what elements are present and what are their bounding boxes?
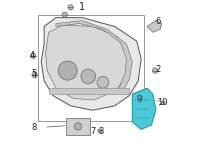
Polygon shape (46, 25, 129, 100)
Text: 7: 7 (91, 127, 96, 136)
Circle shape (30, 53, 36, 59)
Circle shape (161, 101, 165, 105)
Text: 9: 9 (136, 95, 142, 105)
Circle shape (74, 123, 82, 130)
Polygon shape (56, 21, 132, 93)
Text: 6: 6 (155, 17, 161, 26)
Text: 1: 1 (79, 2, 85, 12)
Polygon shape (41, 18, 141, 110)
FancyBboxPatch shape (66, 118, 90, 135)
Circle shape (68, 5, 73, 10)
Circle shape (98, 129, 102, 133)
Circle shape (97, 76, 109, 88)
Text: 4: 4 (29, 51, 35, 60)
Polygon shape (147, 21, 162, 32)
Text: 3: 3 (99, 127, 104, 136)
Circle shape (32, 72, 37, 78)
Bar (38, 15, 144, 121)
Circle shape (152, 68, 158, 73)
Text: 10: 10 (157, 98, 168, 107)
Polygon shape (49, 88, 129, 94)
Circle shape (62, 12, 67, 17)
Text: 8: 8 (32, 123, 37, 132)
Polygon shape (132, 88, 156, 129)
Text: 5: 5 (31, 69, 36, 78)
Circle shape (58, 61, 77, 80)
Text: 2: 2 (155, 65, 161, 74)
Circle shape (81, 69, 96, 84)
